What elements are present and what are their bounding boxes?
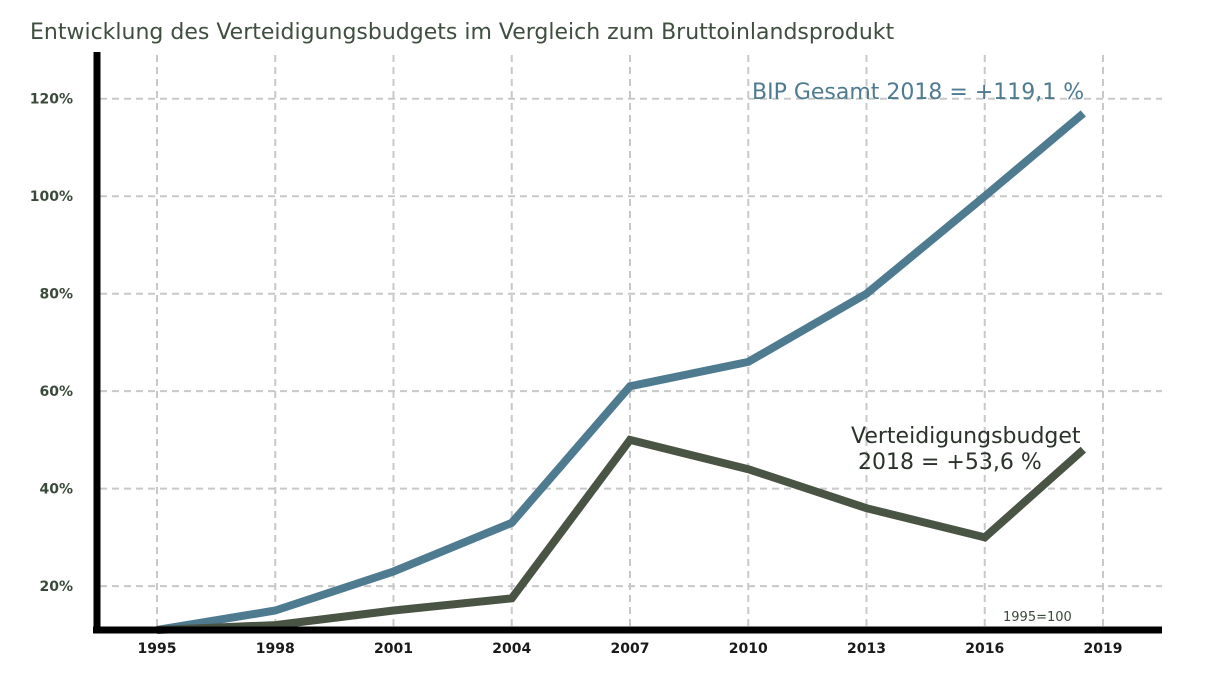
y-tick-label: 100% xyxy=(30,189,73,205)
y-tick-label: 80% xyxy=(39,287,73,303)
x-tick-label: 2004 xyxy=(492,641,531,657)
y-tick-labels: 20% 40% 60% 80% 100% 120% xyxy=(30,92,73,595)
annotation-verteidigung-line1: Verteidigungsbudget xyxy=(851,424,1081,449)
series-line-verteidigung xyxy=(156,435,1086,634)
x-tick-label: 2013 xyxy=(847,641,886,657)
axes xyxy=(93,52,1162,634)
y-tick-label: 60% xyxy=(39,384,73,400)
y-tick-label: 20% xyxy=(39,579,73,595)
x-tick-label: 2007 xyxy=(611,641,650,657)
base-note: 1995=100 xyxy=(1003,610,1072,625)
annotation-bip: BIP Gesamt 2018 = +119,1 % xyxy=(752,80,1084,105)
grid xyxy=(100,55,1162,630)
x-tick-label: 2010 xyxy=(729,641,768,657)
x-tick-label: 1995 xyxy=(138,641,177,657)
x-tick-label: 2001 xyxy=(374,641,413,657)
y-tick-label: 40% xyxy=(39,482,73,498)
y-tick-label: 120% xyxy=(30,92,73,108)
x-tick-label: 2016 xyxy=(965,641,1004,657)
x-tick-label: 1998 xyxy=(256,641,295,657)
series-line-bip xyxy=(156,110,1086,634)
x-tick-labels: 1995 1998 2001 2004 2007 2010 2013 2016 2019 xyxy=(138,641,1123,657)
chart-title: Entwicklung des Verteidigungsbudgets im … xyxy=(30,20,895,45)
series-group xyxy=(156,110,1086,634)
annotation-verteidigung-line2: 2018 = +53,6 % xyxy=(858,450,1042,475)
x-tick-label: 2019 xyxy=(1084,641,1123,657)
